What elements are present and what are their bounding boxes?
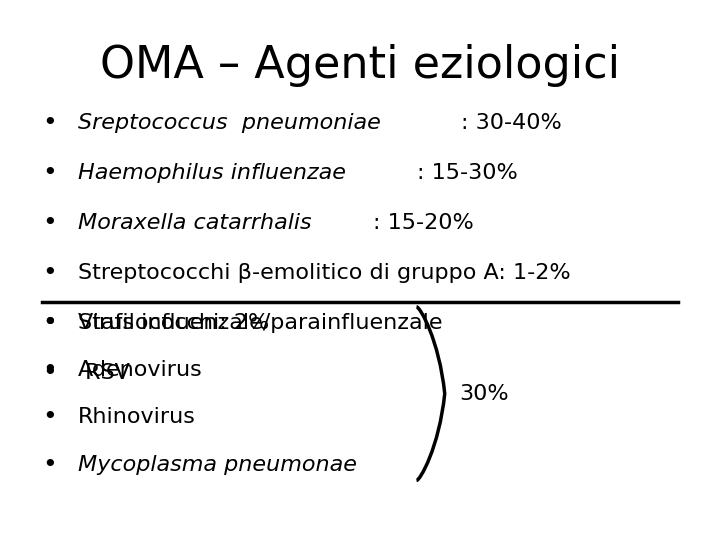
Text: Adenovirus: Adenovirus: [78, 360, 202, 380]
Text: Rhinovirus: Rhinovirus: [78, 407, 195, 427]
Text: •: •: [42, 310, 57, 335]
Text: •: •: [42, 310, 57, 335]
Text: Mycoplasma pneumonae: Mycoplasma pneumonae: [78, 455, 356, 475]
Text: Moraxella catarrhalis: Moraxella catarrhalis: [78, 213, 311, 233]
Text: •: •: [42, 261, 57, 285]
Text: : 30-40%: : 30-40%: [461, 113, 562, 133]
Text: •: •: [42, 358, 57, 382]
Text: OMA – Agenti eziologici: OMA – Agenti eziologici: [100, 44, 620, 87]
Text: Sreptococcus  pneumoniae: Sreptococcus pneumoniae: [78, 113, 380, 133]
Text: Virus influenzale/parainfluenzale: Virus influenzale/parainfluenzale: [78, 313, 442, 333]
Text: : 15-30%: : 15-30%: [417, 163, 518, 183]
Text: •: •: [42, 161, 57, 185]
Text: RSV: RSV: [78, 362, 130, 383]
Text: •: •: [42, 361, 57, 384]
Text: •: •: [42, 211, 57, 235]
Text: Haemophilus influenzae: Haemophilus influenzae: [78, 163, 346, 183]
Text: 30%: 30%: [459, 383, 508, 403]
Text: : 15-20%: : 15-20%: [373, 213, 474, 233]
Text: •: •: [42, 406, 57, 429]
Text: •: •: [42, 453, 57, 477]
Text: •: •: [42, 111, 57, 134]
Text: Stafilococchi: 2%: Stafilococchi: 2%: [78, 313, 269, 333]
Text: Streptococchi β-emolitico di gruppo A: 1-2%: Streptococchi β-emolitico di gruppo A: 1…: [78, 262, 570, 282]
